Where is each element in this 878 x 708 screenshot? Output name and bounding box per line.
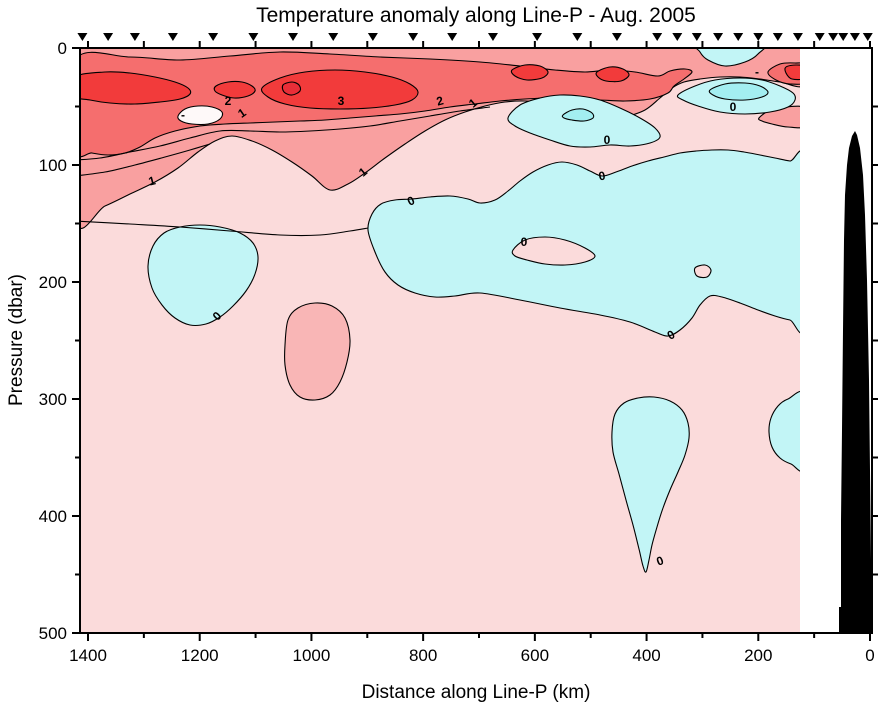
station-marker bbox=[572, 33, 583, 41]
station-marker bbox=[287, 33, 298, 41]
contour-value-label: - bbox=[181, 108, 185, 122]
contour-region-cyan-midtop-core bbox=[561, 108, 595, 122]
y-axis-title: Pressure (dbar) bbox=[6, 274, 27, 406]
station-marker bbox=[652, 33, 663, 41]
station-marker bbox=[733, 33, 744, 41]
contour-regions bbox=[80, 48, 800, 633]
contour-value-label: 3 bbox=[338, 94, 345, 108]
x-tick-label: 1400 bbox=[69, 646, 107, 665]
contour-line-bundle-line-a bbox=[80, 106, 491, 161]
station-marker bbox=[713, 33, 724, 41]
x-tick-label: 400 bbox=[632, 646, 660, 665]
contour-region-white-pocket bbox=[177, 105, 224, 126]
contour-value-label: 2 bbox=[435, 93, 445, 108]
y-tick-label: 200 bbox=[39, 273, 67, 292]
contour-region-core-4plus bbox=[281, 81, 302, 96]
station-marker bbox=[367, 33, 378, 41]
contour-value-label: 2 bbox=[225, 94, 232, 108]
station-marker bbox=[814, 33, 825, 41]
station-marker bbox=[103, 33, 114, 41]
chart-title: Temperature anomaly along Line-P - Aug. … bbox=[256, 4, 696, 27]
contour-region-core-big-3-4 bbox=[260, 69, 419, 110]
x-tick-label: 1000 bbox=[293, 646, 331, 665]
y-tick-label: 100 bbox=[39, 156, 67, 175]
station-marker bbox=[849, 33, 860, 41]
contour-value-label: 0 bbox=[730, 100, 737, 114]
y-tick-label: 400 bbox=[39, 507, 67, 526]
bathymetry bbox=[839, 131, 871, 633]
station-marker bbox=[672, 33, 683, 41]
station-marker bbox=[77, 33, 88, 41]
x-tick-label: 200 bbox=[744, 646, 772, 665]
station-marker bbox=[532, 33, 543, 41]
contour-value-label: 0 bbox=[521, 235, 528, 249]
contour-region-cyan-top-notch bbox=[695, 48, 766, 67]
station-marker bbox=[447, 33, 458, 41]
contour-region-core-small-3-4 bbox=[213, 80, 256, 99]
contour-value-label: 0 bbox=[604, 133, 611, 147]
station-marker bbox=[129, 33, 140, 41]
y-tick-label: 500 bbox=[39, 624, 67, 643]
station-marker bbox=[753, 33, 764, 41]
station-marker bbox=[792, 33, 803, 41]
y-tick-label: 300 bbox=[39, 390, 67, 409]
station-marker bbox=[487, 33, 498, 41]
station-marker bbox=[828, 33, 839, 41]
contour-region-cyan-right-oval-core bbox=[708, 82, 769, 101]
x-tick-label: 0 bbox=[865, 646, 874, 665]
contour-region-pink-mid-blob bbox=[283, 302, 351, 401]
station-markers bbox=[77, 33, 873, 41]
contour-line-bundle-line-b bbox=[80, 143, 211, 176]
station-marker bbox=[248, 33, 259, 41]
contour-value-label: 1 bbox=[147, 173, 157, 188]
station-marker bbox=[208, 33, 219, 41]
station-marker bbox=[838, 33, 849, 41]
station-marker bbox=[691, 33, 702, 41]
station-marker bbox=[167, 33, 178, 41]
contour-region-cyan-main-island2 bbox=[693, 264, 712, 279]
station-marker bbox=[611, 33, 622, 41]
contour-region-core-right1-3-4 bbox=[510, 64, 549, 81]
contour-line-zero-line-left bbox=[80, 220, 369, 237]
contour-value-label: - bbox=[755, 65, 759, 79]
x-tick-label: 1200 bbox=[181, 646, 219, 665]
contour-region-cyan-edge-deep bbox=[768, 390, 800, 472]
contour-value-label: 0 bbox=[654, 553, 665, 569]
station-marker bbox=[408, 33, 419, 41]
y-tick-label: 0 bbox=[58, 39, 67, 58]
contour-value-label: 0 bbox=[597, 168, 606, 183]
axis-ticks bbox=[72, 41, 878, 641]
x-tick-label: 800 bbox=[409, 646, 437, 665]
x-tick-label: 600 bbox=[521, 646, 549, 665]
station-marker bbox=[772, 33, 783, 41]
contour-lines bbox=[80, 106, 491, 237]
x-axis-title: Distance along Line-P (km) bbox=[362, 682, 591, 703]
contour-region-core-right2-3-4 bbox=[595, 66, 630, 83]
station-marker bbox=[328, 33, 339, 41]
contour-region-cyan-main-island1 bbox=[511, 236, 596, 266]
contour-region-cyan-deep bbox=[611, 396, 690, 573]
station-marker bbox=[862, 33, 873, 41]
contour-region-cyan-main bbox=[367, 149, 800, 337]
contour-region-core-left-3-4 bbox=[80, 71, 192, 105]
axis-tick-labels: 1400 1200 1000 800 600 400 200 0010020030040050… bbox=[39, 39, 875, 665]
bathymetry-silhouette bbox=[839, 131, 871, 633]
contour-region-edge-island-hot bbox=[784, 64, 800, 81]
